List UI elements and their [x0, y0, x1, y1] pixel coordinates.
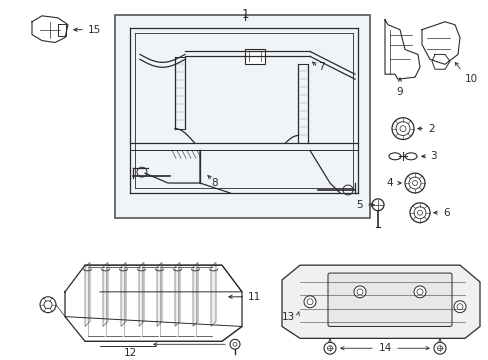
FancyBboxPatch shape	[327, 273, 451, 327]
Circle shape	[456, 304, 462, 310]
Ellipse shape	[404, 153, 416, 160]
Text: 8: 8	[211, 178, 218, 188]
Circle shape	[229, 339, 240, 349]
Text: 4: 4	[386, 178, 392, 188]
Polygon shape	[103, 262, 108, 327]
Text: 15: 15	[88, 25, 101, 35]
Circle shape	[44, 301, 52, 309]
Circle shape	[453, 301, 465, 312]
Circle shape	[437, 346, 442, 351]
Circle shape	[371, 199, 383, 211]
Text: 1: 1	[241, 8, 248, 21]
Circle shape	[413, 286, 425, 298]
Text: 3: 3	[429, 151, 436, 161]
Circle shape	[306, 299, 312, 305]
Text: 9: 9	[396, 87, 403, 97]
Bar	[115, 15, 369, 218]
Circle shape	[433, 342, 445, 354]
Polygon shape	[175, 262, 180, 327]
Text: 7: 7	[317, 62, 324, 72]
Ellipse shape	[388, 153, 400, 160]
Polygon shape	[157, 262, 162, 327]
Text: 13: 13	[281, 312, 294, 321]
Circle shape	[232, 342, 237, 346]
Circle shape	[356, 289, 362, 295]
Circle shape	[327, 346, 332, 351]
Bar	[244, 49, 264, 64]
Text: 5: 5	[356, 200, 362, 210]
Text: 12: 12	[123, 348, 136, 358]
Polygon shape	[193, 262, 198, 327]
Text: 14: 14	[378, 343, 391, 353]
Text: 6: 6	[442, 208, 448, 218]
Polygon shape	[139, 262, 143, 327]
Circle shape	[353, 286, 365, 298]
Text: 2: 2	[427, 123, 434, 134]
Polygon shape	[85, 262, 90, 327]
Circle shape	[304, 296, 315, 308]
Circle shape	[324, 342, 335, 354]
Circle shape	[416, 289, 422, 295]
Polygon shape	[282, 265, 479, 338]
Text: 11: 11	[247, 292, 261, 302]
Text: 10: 10	[464, 74, 477, 84]
Circle shape	[40, 297, 56, 312]
Polygon shape	[210, 262, 216, 327]
Polygon shape	[121, 262, 126, 327]
